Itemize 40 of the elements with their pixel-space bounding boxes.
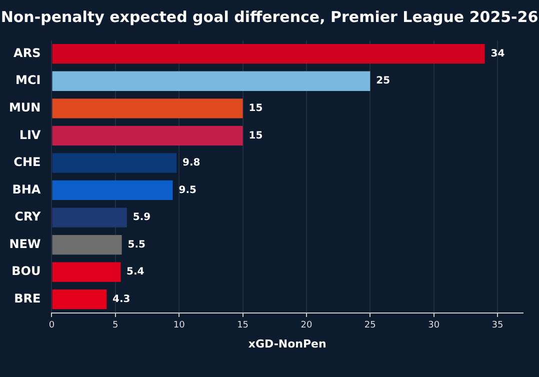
data-label: 9.5 (178, 184, 196, 196)
x-tick-label: 30 (428, 320, 440, 331)
bar (52, 44, 485, 64)
x-tick-label: 5 (112, 320, 118, 331)
data-label: 4.3 (112, 294, 130, 305)
y-tick-label: NEW (9, 236, 41, 251)
data-label: 9.8 (182, 158, 200, 169)
bar (52, 71, 370, 91)
x-tick-label: 35 (492, 320, 504, 331)
y-tick-label: LIV (19, 128, 42, 142)
chart-title: Non-penalty expected goal difference, Premier League 2025-26 (0, 8, 539, 26)
bar (52, 153, 177, 173)
x-tick-label: 15 (237, 320, 249, 331)
y-tick-label: BHA (12, 182, 42, 196)
x-axis-title: xGD-NonPen (248, 337, 326, 350)
bar (52, 180, 173, 200)
bar (52, 262, 121, 282)
y-tick-label: ARS (14, 46, 41, 60)
bar (52, 126, 243, 146)
data-label: 5.5 (128, 239, 146, 250)
x-tick-label: 20 (300, 320, 312, 331)
data-label: 25 (376, 76, 390, 87)
x-tick-label: 10 (173, 320, 186, 331)
y-tick-label: BRE (14, 291, 41, 306)
bar (52, 290, 106, 310)
data-label: 5.4 (126, 266, 144, 278)
y-tick-label: MCI (16, 73, 41, 88)
bar (52, 98, 243, 118)
bar (52, 208, 127, 228)
y-tick-label: MUN (8, 100, 41, 115)
data-label: 15 (248, 102, 263, 114)
data-label: 34 (490, 48, 505, 60)
y-tick-label: BOU (12, 264, 41, 278)
x-tick-label: 25 (364, 320, 376, 331)
data-label: 15 (248, 130, 263, 142)
data-label: 5.9 (132, 212, 151, 224)
y-tick-label: CHE (14, 155, 41, 170)
bar (52, 234, 122, 255)
y-tick-label: CRY (14, 210, 42, 224)
x-tick-label: 0 (48, 320, 55, 331)
